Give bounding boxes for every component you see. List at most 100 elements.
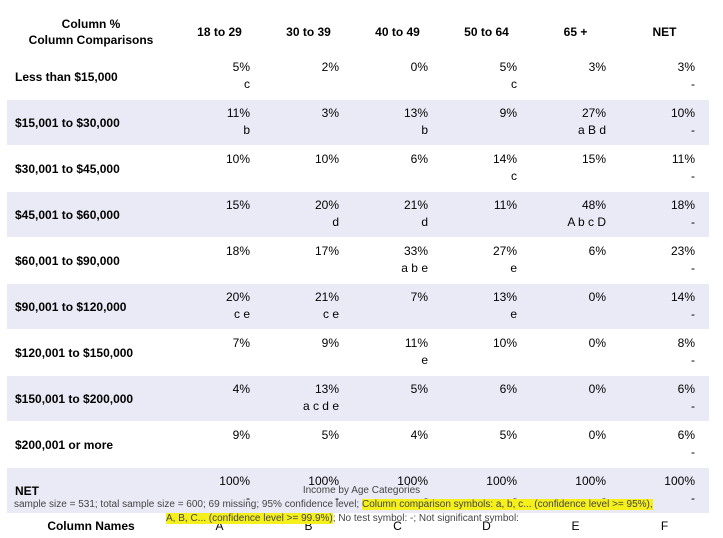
cell-comparison-symbol (442, 214, 517, 231)
cell-comparison-symbol (353, 76, 428, 93)
cell-comparison-symbol (175, 260, 250, 277)
cell-comparison-symbol (442, 398, 517, 415)
table-cell: 10%- (620, 100, 709, 146)
column-header-net: NET (620, 10, 709, 54)
row-label: $120,001 to $150,000 (7, 330, 175, 376)
row-label: Less than $15,000 (7, 54, 175, 100)
table-cell: 27%a B d (531, 100, 620, 146)
cell-comparison-symbol (264, 168, 339, 185)
table-title: Income by Age Categories (0, 484, 723, 498)
cell-percent: 0% (531, 335, 606, 352)
table-cell: 7% (175, 330, 264, 376)
table-cell: 5% (442, 422, 531, 468)
table-cell: 17% (264, 238, 353, 284)
cell-percent: 10% (620, 105, 695, 122)
row-label: $15,001 to $30,000 (7, 100, 175, 146)
cell-comparison-symbol: e (442, 260, 517, 277)
table-cell: 23%- (620, 238, 709, 284)
corner-line-2: Column Comparisons (7, 32, 175, 48)
table-cell: 0% (531, 422, 620, 468)
table-footer: Income by Age Categories sample size = 5… (0, 484, 723, 526)
cell-comparison-symbol (175, 168, 250, 185)
cell-percent: 13% (442, 289, 517, 306)
column-header-40-49: 40 to 49 (353, 10, 442, 54)
corner-line-1: Column % (7, 16, 175, 32)
cell-percent: 2% (264, 59, 339, 76)
table-cell: 3%- (620, 54, 709, 100)
cell-comparison-symbol (353, 168, 428, 185)
footer-line-1: sample size = 531; total sample size = 6… (0, 498, 723, 512)
cell-percent: 0% (531, 289, 606, 306)
row-label: $200,001 or more (7, 422, 175, 468)
row-label: $60,001 to $90,000 (7, 238, 175, 284)
cell-percent: 23% (620, 243, 695, 260)
cell-percent: 48% (531, 197, 606, 214)
table-cell: 5%c (442, 54, 531, 100)
cell-percent: 5% (353, 381, 428, 398)
cell-comparison-symbol (264, 352, 339, 369)
cell-comparison-symbol (264, 444, 339, 461)
cell-percent: 13% (353, 105, 428, 122)
cell-comparison-symbol (175, 398, 250, 415)
table-cell: 11%- (620, 146, 709, 192)
cell-percent: 21% (264, 289, 339, 306)
table-cell: 6% (531, 238, 620, 284)
cell-percent: 33% (353, 243, 428, 260)
table-cell: 21%c e (264, 284, 353, 330)
cell-percent: 6% (353, 151, 428, 168)
cell-comparison-symbol: a B d (531, 122, 606, 139)
column-header-65-plus: 65 + (531, 10, 620, 54)
cell-percent: 7% (353, 289, 428, 306)
cell-percent: 27% (442, 243, 517, 260)
cell-comparison-symbol: d (353, 214, 428, 231)
cell-percent: 18% (175, 243, 250, 260)
cell-comparison-symbol: - (620, 352, 695, 369)
table-cell: 33%a b e (353, 238, 442, 284)
cell-comparison-symbol (442, 444, 517, 461)
header-row: Column % Column Comparisons 18 to 29 30 … (7, 10, 709, 54)
footer-highlight-lowercase-symbols: Column comparison symbols: a, b, c... (c… (362, 499, 653, 510)
table-cell: 11%b (175, 100, 264, 146)
table-cell: 15% (175, 192, 264, 238)
cell-percent: 11% (442, 197, 517, 214)
cell-comparison-symbol (175, 214, 250, 231)
cell-percent: 18% (620, 197, 695, 214)
table-cell: 14%- (620, 284, 709, 330)
cell-percent: 14% (442, 151, 517, 168)
table-cell: 10% (442, 330, 531, 376)
cell-percent: 3% (264, 105, 339, 122)
cell-comparison-symbol: c (175, 76, 250, 93)
cell-comparison-symbol: c e (175, 306, 250, 323)
cell-comparison-symbol (531, 260, 606, 277)
cell-percent: 6% (442, 381, 517, 398)
cell-comparison-symbol (531, 168, 606, 185)
row-label: $90,001 to $120,000 (7, 284, 175, 330)
table-cell: 11%e (353, 330, 442, 376)
table-cell: 0% (531, 284, 620, 330)
cell-comparison-symbol: - (620, 306, 695, 323)
cell-comparison-symbol: - (620, 444, 695, 461)
cell-comparison-symbol: a c d e (264, 398, 339, 415)
row-label: $30,001 to $45,000 (7, 146, 175, 192)
table-cell: 3% (531, 54, 620, 100)
cell-comparison-symbol: - (620, 122, 695, 139)
cell-percent: 10% (442, 335, 517, 352)
table-cell: 9% (442, 100, 531, 146)
cell-comparison-symbol: d (264, 214, 339, 231)
cell-comparison-symbol (264, 122, 339, 139)
table-cell: 21%d (353, 192, 442, 238)
cell-percent: 7% (175, 335, 250, 352)
table-cell: 3% (264, 100, 353, 146)
table-cell: 18% (175, 238, 264, 284)
cell-percent: 14% (620, 289, 695, 306)
cell-percent: 6% (531, 243, 606, 260)
corner-header: Column % Column Comparisons (7, 10, 175, 54)
table-cell: 27%e (442, 238, 531, 284)
cell-comparison-symbol: c e (264, 306, 339, 323)
table-cell: 10% (175, 146, 264, 192)
cell-percent: 15% (175, 197, 250, 214)
cell-percent: 21% (353, 197, 428, 214)
table-cell: 0% (353, 54, 442, 100)
